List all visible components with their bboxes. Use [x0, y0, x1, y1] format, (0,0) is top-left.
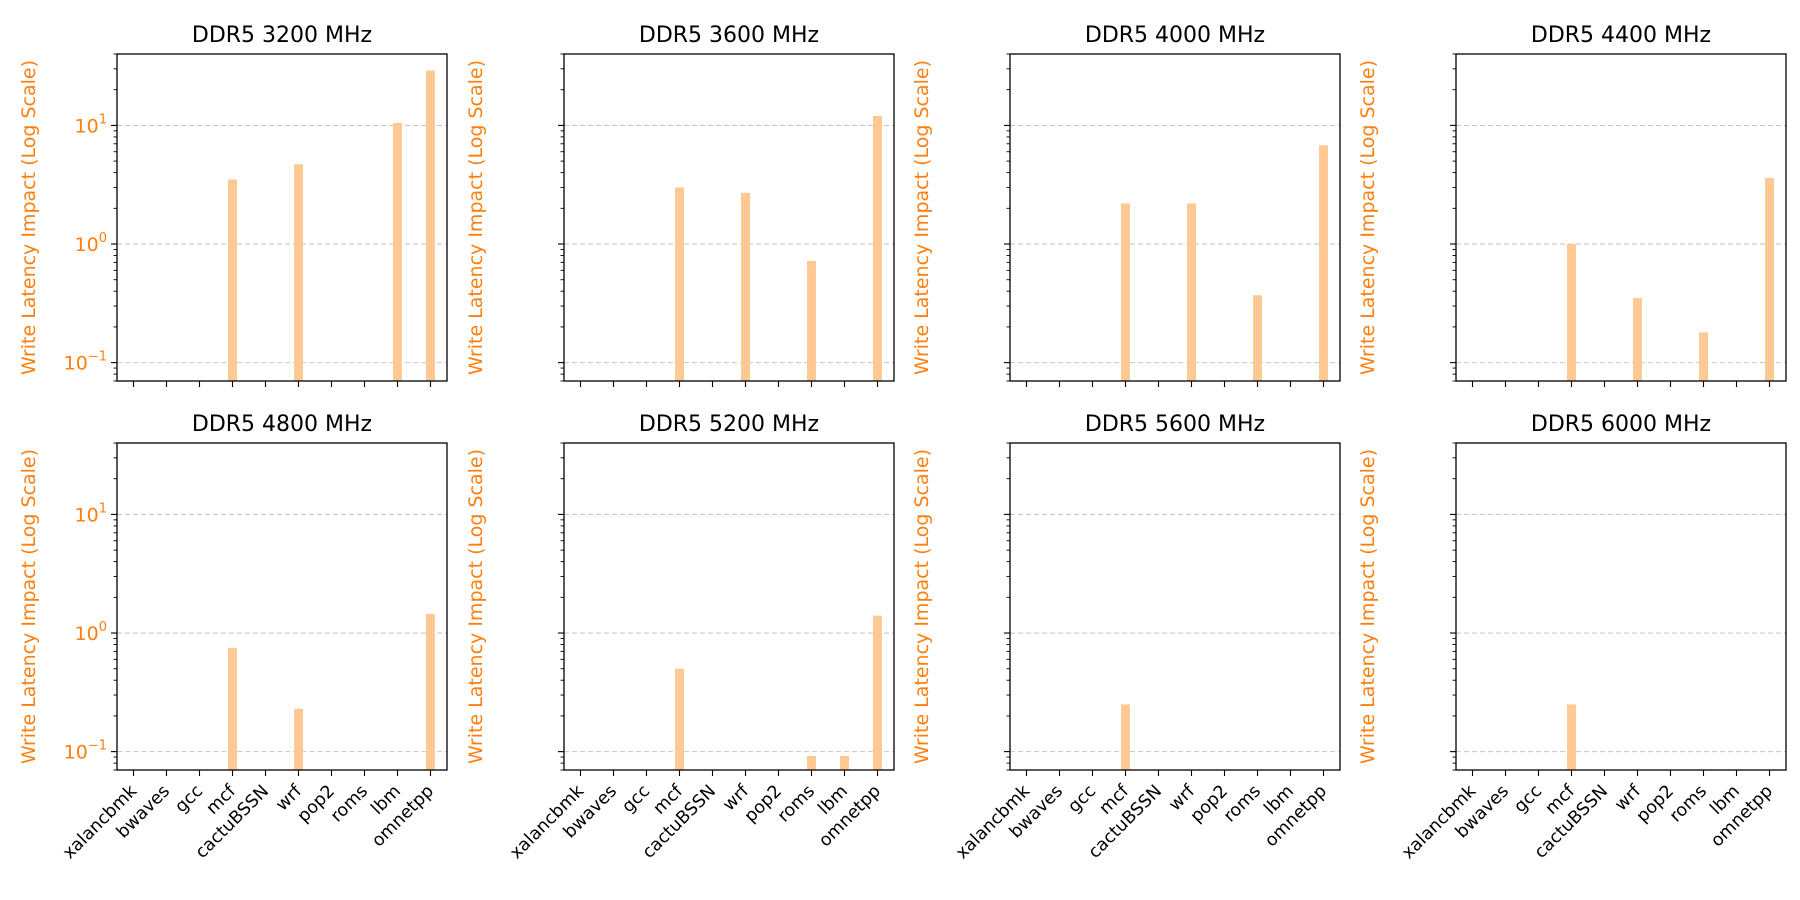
y-tick-label: 100 [75, 231, 107, 256]
bar [873, 615, 882, 770]
bar [294, 708, 303, 770]
x-tick-label: roms [327, 781, 372, 826]
bar [873, 116, 882, 381]
subplot-title: DDR5 6000 MHz [1531, 412, 1711, 437]
plot-frame [1009, 53, 1341, 382]
y-axis-label: Write Latency Impact (Log Scale) [465, 449, 487, 764]
plot-frame [563, 53, 895, 382]
bar [1699, 332, 1708, 381]
plot-frame [1455, 53, 1787, 382]
bar [1121, 704, 1130, 770]
bar [1187, 203, 1196, 381]
bar [741, 192, 750, 381]
subplot-4: Write Latency Impact (Log Scale) DDR5 440… [1357, 23, 1787, 387]
bar [675, 187, 684, 381]
bar [294, 164, 303, 381]
plot-frame [116, 53, 448, 382]
y-axis-label: Write Latency Impact (Log Scale) [18, 60, 40, 375]
plot-frame [1009, 442, 1341, 771]
y-axis-label: Write Latency Impact (Log Scale) [1357, 60, 1379, 375]
x-tick-label: gcc [618, 781, 654, 817]
x-tick-label: gcc [171, 781, 207, 817]
subplot-title: DDR5 4400 MHz [1531, 23, 1711, 48]
y-tick-label: 101 [75, 501, 107, 526]
y-axis-label: Write Latency Impact (Log Scale) [465, 60, 487, 375]
bar [1765, 178, 1774, 381]
bar [1567, 704, 1576, 770]
bar [426, 70, 435, 381]
subplot-title: DDR5 4000 MHz [1085, 23, 1265, 48]
plot-frame [563, 442, 895, 771]
bar [1253, 295, 1262, 381]
subplot-title: DDR5 3600 MHz [639, 23, 819, 48]
bar [1633, 298, 1642, 381]
subplot-2: Write Latency Impact (Log Scale) DDR5 360… [465, 23, 895, 387]
y-axis-label: Write Latency Impact (Log Scale) [1357, 449, 1379, 764]
subplot-3: Write Latency Impact (Log Scale) DDR5 400… [911, 23, 1341, 387]
bar [228, 179, 237, 381]
x-tick-label: pop2 [1633, 781, 1678, 826]
y-axis-label: Write Latency Impact (Log Scale) [18, 449, 40, 764]
y-tick-label: 10−1 [64, 739, 107, 764]
x-tick-label: roms [1220, 781, 1265, 826]
subplot-title: DDR5 5200 MHz [639, 412, 819, 437]
subplot-1: 10−1 100 101 Write Latency Impact (Log Scal… [18, 23, 448, 387]
bar [393, 122, 402, 381]
x-tick-label: pop2 [294, 781, 339, 826]
bar [228, 647, 237, 770]
bar [426, 613, 435, 770]
y-tick-label: 10−1 [64, 350, 107, 375]
subplot-title: DDR5 4800 MHz [192, 412, 372, 437]
y-axis-label: Write Latency Impact (Log Scale) [911, 60, 933, 375]
plot-frame [1455, 442, 1787, 771]
x-tick-label: pop2 [1187, 781, 1232, 826]
x-tick-label: gcc [1064, 781, 1100, 817]
bar [807, 755, 816, 770]
bar [807, 260, 816, 381]
bar [675, 668, 684, 770]
subplot-title: DDR5 5600 MHz [1085, 412, 1265, 437]
bar [840, 755, 849, 770]
x-tick-label: roms [1666, 781, 1711, 826]
x-tick-label: gcc [1510, 781, 1546, 817]
bar [1121, 203, 1130, 381]
y-axis-label: Write Latency Impact (Log Scale) [911, 449, 933, 764]
y-tick-label: 100 [75, 620, 107, 645]
subplot-title: DDR5 3200 MHz [192, 23, 372, 48]
x-tick-label: roms [774, 781, 819, 826]
bar [1319, 145, 1328, 381]
y-tick-label: 101 [75, 112, 107, 137]
plot-frame [116, 442, 448, 771]
bar [1567, 244, 1576, 381]
x-tick-label: pop2 [741, 781, 786, 826]
